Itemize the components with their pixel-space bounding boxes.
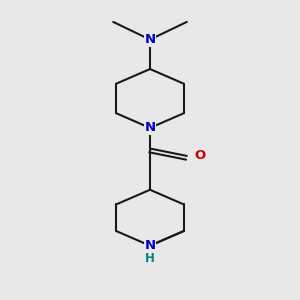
Text: N: N <box>144 122 156 134</box>
Text: N: N <box>144 33 156 46</box>
Text: H: H <box>145 252 155 266</box>
Text: N: N <box>144 239 156 252</box>
Text: O: O <box>194 149 206 162</box>
